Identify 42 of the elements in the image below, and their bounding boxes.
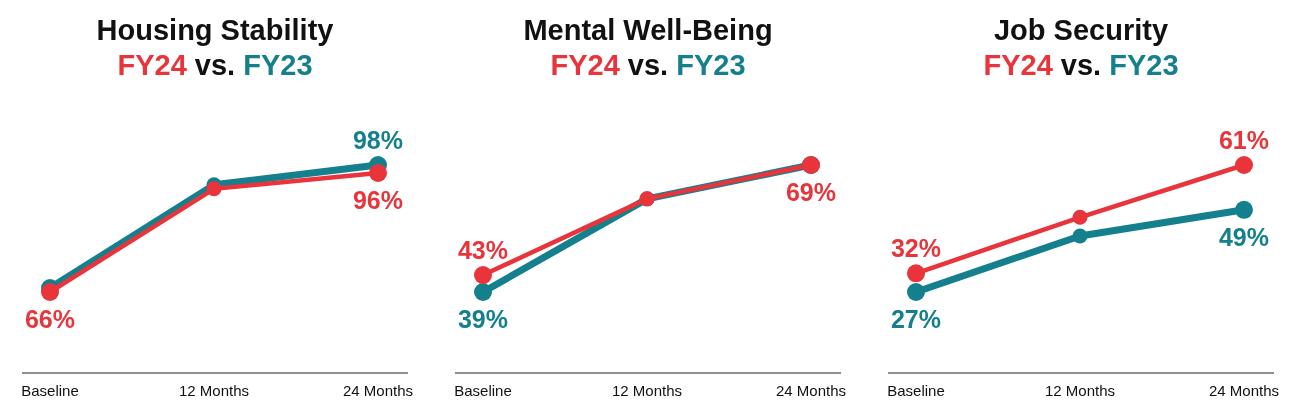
x-tick-label: 24 Months [1208, 382, 1280, 399]
data-label: 49% [1218, 222, 1270, 251]
point [206, 181, 222, 197]
data-label: 39% [457, 305, 509, 333]
x-tick-label: 24 Months [775, 382, 847, 399]
data-label: 96% [352, 185, 404, 214]
legend-title: vs. [1052, 49, 1110, 81]
text: FY24 [117, 49, 187, 81]
x-tick-label: 12 Months [1044, 382, 1116, 399]
point [1235, 200, 1253, 219]
x-tick-label: Baseline [887, 382, 945, 399]
text: FY24 [983, 49, 1053, 81]
point [1072, 228, 1088, 244]
text: FY23 [1109, 49, 1179, 81]
x-tick-label: 24 Months [342, 382, 414, 399]
data-label: 69% [785, 178, 837, 206]
point [369, 163, 387, 182]
point [41, 283, 59, 301]
text: FY23 [676, 49, 746, 81]
chart-title: Mental Well-Being [523, 14, 773, 46]
x-tick-label: Baseline [21, 382, 79, 399]
data-label: 27% [890, 305, 942, 333]
legend-title: vs. [186, 49, 244, 81]
text: FY24 [550, 49, 620, 81]
chart-title: Job Security [993, 14, 1169, 46]
point [907, 283, 925, 301]
legend-title: vs. [619, 49, 677, 81]
text: FY23 [243, 49, 313, 81]
point [474, 266, 492, 285]
x-tick-label: Baseline [454, 382, 512, 399]
data-label: 61% [1218, 126, 1270, 154]
data-label: 66% [24, 305, 76, 333]
x-tick-label: 12 Months [611, 382, 683, 399]
chart-title: Housing Stability [96, 14, 334, 46]
x-tick-label: 12 Months [178, 382, 250, 399]
point [1235, 156, 1253, 174]
point [907, 264, 925, 283]
data-label: 98% [352, 126, 404, 154]
point [1072, 209, 1088, 225]
data-label: 32% [890, 234, 942, 263]
point [474, 283, 492, 301]
data-label: 43% [457, 236, 509, 265]
